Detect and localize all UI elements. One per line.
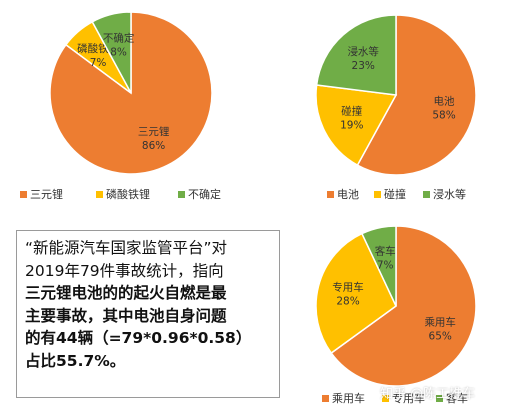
pie-slice-0-2 — [91, 11, 132, 94]
slice-value-0-0: 86% — [142, 140, 165, 152]
legend-label-1-0: 电池 — [337, 188, 359, 201]
legend-label-0-2: 不确定 — [188, 187, 221, 201]
slice-value-1-2: 23% — [352, 60, 375, 72]
legend-swatch-0-1 — [96, 191, 103, 198]
slice-value-0-2: 8% — [110, 46, 127, 58]
slice-value-2-2: 7% — [377, 260, 394, 272]
legend-label-2-1: 专用车 — [392, 391, 425, 405]
legend-label-1-1: 碰撞 — [384, 187, 406, 201]
legend-label-2-2: 客车 — [446, 391, 468, 405]
note-textbox: “新能源汽车国家监管平台”对 2019年79件事故统计，指向 三元锂电池的的起火… — [16, 230, 280, 398]
watermark: 知乎 @陈工推车 — [380, 387, 476, 402]
slice-value-2-1: 28% — [336, 296, 359, 308]
legend-label-0-0: 三元锂 — [30, 187, 63, 201]
slice-label-2-2: 客车 — [375, 245, 396, 258]
pie-slice-1-2 — [315, 14, 397, 96]
slice-label-2-0: 乘用车 — [424, 316, 456, 329]
slice-label-1-2: 浸水等 — [347, 45, 379, 58]
note-line-2: 2019年79件事故统计，指向 — [25, 261, 224, 280]
note-line-6: 占比55.7%。 — [25, 351, 126, 370]
slice-value-0-1: 7% — [90, 57, 107, 69]
legend-swatch-1-2 — [423, 191, 430, 198]
slice-value-1-1: 19% — [340, 120, 363, 132]
legend-swatch-2-2 — [436, 395, 443, 402]
slice-value-2-0: 65% — [429, 331, 452, 343]
note-line-5: 的有44辆（=79*0.96*0.58） — [25, 329, 252, 347]
slice-label-2-1: 专用车 — [332, 281, 364, 294]
legend-swatch-1-1 — [374, 191, 381, 198]
pie-slice-2-0 — [330, 225, 477, 387]
legend-swatch-2-0 — [322, 395, 329, 402]
legend-swatch-1-0 — [327, 191, 334, 198]
legend-swatch-0-2 — [178, 191, 185, 198]
legend-label-0-1: 磷酸铁锂 — [106, 187, 150, 201]
note-line-1: “新能源汽车国家监管平台”对 — [25, 239, 228, 257]
slice-label-0-2: 不确定 — [103, 31, 135, 44]
note-line-4: 主要事故，其中电池自身问题 — [25, 306, 227, 325]
slice-value-1-0: 58% — [432, 109, 455, 121]
slice-label-0-0: 三元锂 — [138, 125, 170, 138]
legend-swatch-0-0 — [20, 191, 27, 198]
legend-label-1-2: 浸水等 — [433, 187, 466, 201]
pie-slice-1-0 — [356, 14, 477, 176]
note-line-3: 三元锂电池的的起火自燃是最 — [25, 284, 227, 302]
pie-slice-2-1 — [315, 232, 397, 355]
pie-slice-2-2 — [360, 225, 397, 307]
legend-swatch-2-1 — [382, 395, 389, 402]
slice-label-1-0: 电池 — [434, 94, 455, 107]
slice-label-1-1: 碰撞 — [341, 105, 362, 118]
legend-label-2-0: 乘用车 — [332, 391, 365, 405]
pie-slice-1-1 — [315, 84, 398, 167]
